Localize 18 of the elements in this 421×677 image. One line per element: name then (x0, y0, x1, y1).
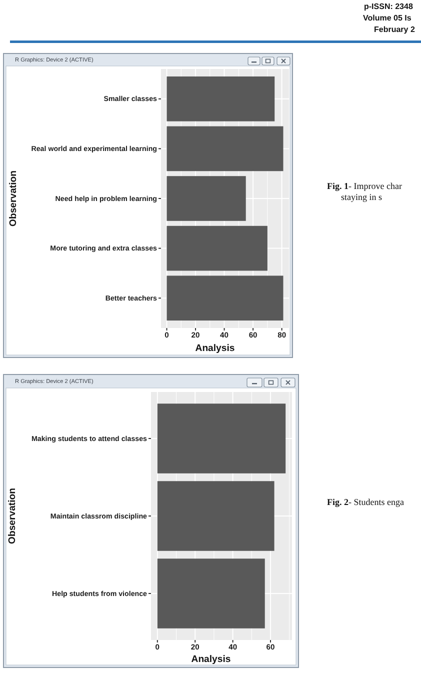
caption: Fig. 1- Improve char (327, 181, 402, 191)
bar (166, 126, 284, 172)
text: p-ISSN: 2348 (364, 2, 414, 11)
bar (166, 276, 284, 321)
bar (157, 404, 286, 474)
caption: Fig. 2- Students enga (327, 497, 404, 507)
x-axis-title: Analysis (195, 343, 235, 354)
bar (166, 176, 246, 221)
x-axis-title: Analysis (191, 654, 231, 665)
bar (166, 76, 275, 122)
bar (157, 481, 274, 551)
text: Volume 05 Is (363, 14, 412, 22)
y-axis-title: Observation (7, 488, 18, 544)
bar (166, 226, 268, 271)
bar (157, 558, 265, 628)
text: February 2 (374, 25, 416, 34)
text: staying in s (341, 192, 382, 202)
y-axis-title: Observation (8, 170, 19, 226)
